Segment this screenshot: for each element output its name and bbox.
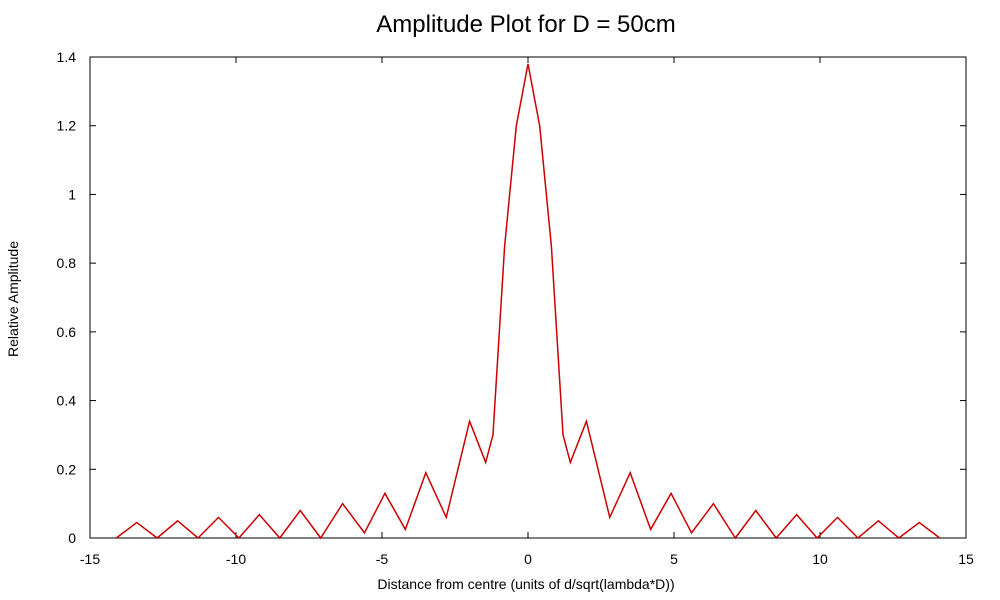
x-tick-label: 10	[812, 551, 828, 567]
x-axis-tick-labels: -15 -10 -5 0 5 10 15	[80, 551, 974, 567]
x-tick-label: -15	[80, 551, 100, 567]
y-axis-label: Relative Amplitude	[5, 241, 21, 357]
x-tick-label: 5	[670, 551, 678, 567]
y-tick-label: 0.4	[57, 393, 77, 409]
y-tick-label: 1.4	[57, 49, 77, 65]
x-tick-label: 0	[524, 551, 532, 567]
plot-border	[89, 56, 967, 539]
amplitude-series-line	[115, 63, 941, 540]
y-axis-ticks	[90, 56, 966, 539]
y-tick-label: 1	[68, 186, 76, 202]
x-tick-label: -5	[376, 551, 389, 567]
y-tick-label: 0.6	[57, 324, 77, 340]
x-axis-label: Distance from centre (units of d/sqrt(la…	[377, 576, 674, 592]
y-tick-label: 0	[68, 530, 76, 546]
y-tick-label: 0.2	[57, 461, 77, 477]
chart-title: Amplitude Plot for D = 50cm	[376, 11, 675, 38]
y-axis-tick-labels: 0 0.2 0.4 0.6 0.8 1 1.2 1.4	[57, 49, 77, 546]
x-axis-ticks	[89, 57, 967, 538]
x-tick-label: 15	[958, 551, 974, 567]
y-tick-label: 0.8	[57, 255, 77, 271]
x-tick-label: -10	[226, 551, 246, 567]
y-tick-label: 1.2	[57, 118, 77, 134]
